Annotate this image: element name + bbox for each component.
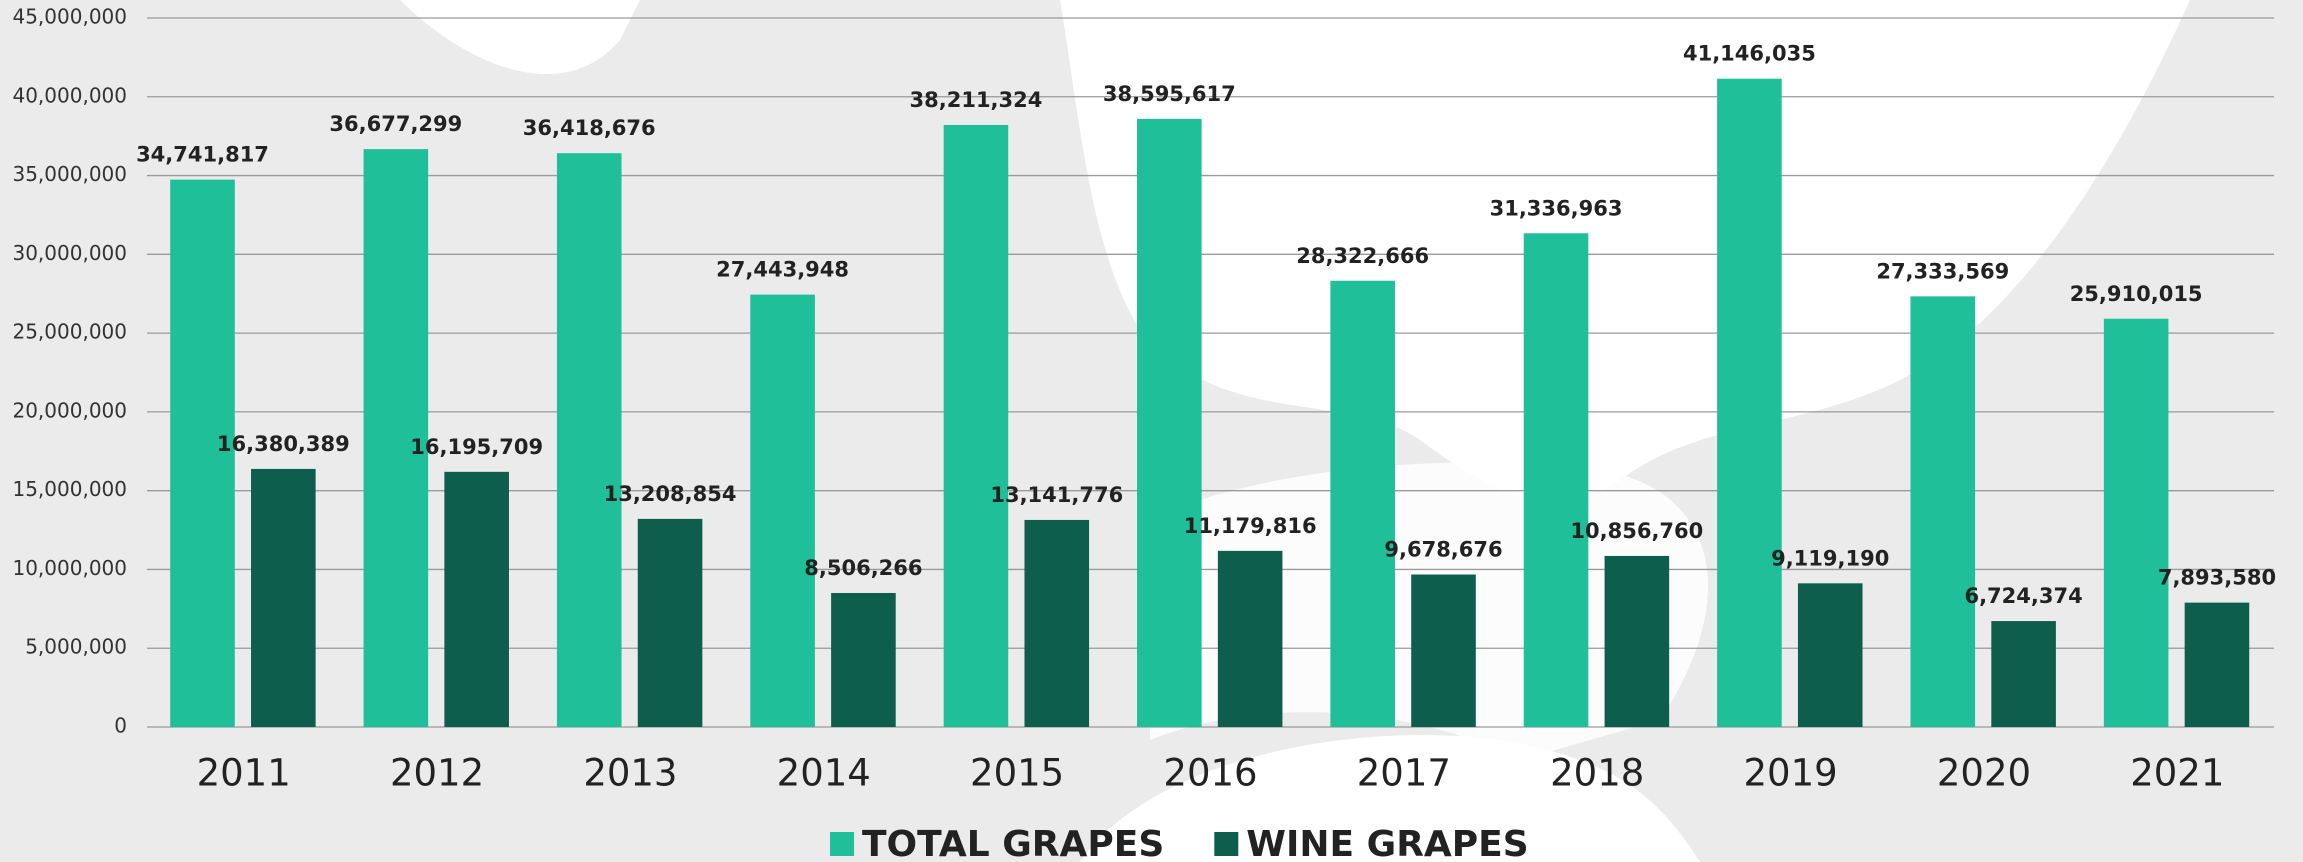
value-label: 41,146,035 bbox=[1683, 42, 1816, 66]
value-label: 7,893,580 bbox=[2158, 566, 2276, 590]
x-tick-label: 2012 bbox=[390, 752, 484, 795]
bar bbox=[2104, 319, 2169, 727]
value-label: 34,741,817 bbox=[136, 143, 269, 167]
y-tick-label: 25,000,000 bbox=[12, 320, 127, 344]
x-tick-label: 2013 bbox=[583, 752, 677, 795]
value-label: 28,322,666 bbox=[1296, 244, 1429, 268]
x-tick-label: 2014 bbox=[777, 752, 871, 795]
legend-label: WINE GRAPES bbox=[1246, 824, 1528, 862]
value-label: 31,336,963 bbox=[1490, 196, 1623, 220]
y-tick-label: 5,000,000 bbox=[25, 635, 127, 659]
bar bbox=[1991, 621, 2056, 727]
y-tick-label: 35,000,000 bbox=[12, 162, 127, 186]
x-tick-label: 2021 bbox=[2130, 752, 2224, 795]
legend-swatch bbox=[1214, 832, 1238, 856]
x-tick-label: 2018 bbox=[1550, 752, 1644, 795]
bar bbox=[1218, 551, 1283, 727]
value-label: 9,678,676 bbox=[1384, 538, 1502, 562]
x-tick-label: 2020 bbox=[1937, 752, 2031, 795]
bar bbox=[638, 519, 703, 727]
x-tick-label: 2011 bbox=[197, 752, 291, 795]
x-tick-label: 2019 bbox=[1744, 752, 1838, 795]
bar bbox=[1717, 79, 1782, 727]
value-label: 36,418,676 bbox=[523, 116, 656, 140]
bar bbox=[1605, 556, 1670, 727]
value-label: 9,119,190 bbox=[1771, 546, 1889, 570]
value-label: 11,179,816 bbox=[1184, 514, 1317, 538]
value-label: 27,443,948 bbox=[716, 258, 849, 282]
value-label: 16,380,389 bbox=[217, 432, 350, 456]
value-label: 13,141,776 bbox=[990, 483, 1123, 507]
x-tick-label: 2017 bbox=[1357, 752, 1451, 795]
value-label: 27,333,569 bbox=[1876, 259, 2009, 283]
y-tick-label: 20,000,000 bbox=[12, 398, 127, 422]
value-label: 38,211,324 bbox=[910, 88, 1043, 112]
bar bbox=[251, 469, 316, 727]
bar bbox=[1024, 520, 1089, 727]
value-label: 16,195,709 bbox=[410, 435, 543, 459]
value-label: 13,208,854 bbox=[604, 482, 737, 506]
y-tick-label: 10,000,000 bbox=[12, 556, 127, 580]
value-label: 25,910,015 bbox=[2070, 282, 2203, 306]
value-label: 10,856,760 bbox=[1570, 519, 1703, 543]
y-tick-label: 15,000,000 bbox=[12, 477, 127, 501]
y-tick-label: 0 bbox=[114, 714, 127, 738]
value-label: 6,724,374 bbox=[1964, 584, 2082, 608]
value-label: 36,677,299 bbox=[329, 112, 462, 136]
value-label: 38,595,617 bbox=[1103, 82, 1236, 106]
bar bbox=[557, 153, 622, 727]
y-tick-label: 30,000,000 bbox=[12, 241, 127, 265]
bar bbox=[750, 295, 815, 727]
bar bbox=[2185, 603, 2250, 727]
bar bbox=[1524, 233, 1589, 727]
bar bbox=[1137, 119, 1202, 727]
bar bbox=[831, 593, 896, 727]
x-tick-label: 2015 bbox=[970, 752, 1064, 795]
chart: 0 5,000,000 10,000,000 15,000,000 20,000,000… bbox=[0, 0, 2303, 862]
bar bbox=[444, 472, 509, 727]
value-label: 8,506,266 bbox=[804, 556, 922, 580]
page: {"chart_data": { "type": "bar", "categor… bbox=[0, 0, 2303, 862]
bar bbox=[944, 125, 1009, 727]
legend-swatch bbox=[830, 832, 854, 856]
bar bbox=[1910, 296, 1975, 727]
legend-label: TOTAL GRAPES bbox=[862, 824, 1164, 862]
bar bbox=[1798, 583, 1863, 727]
bar bbox=[1411, 575, 1476, 727]
y-tick-label: 45,000,000 bbox=[12, 5, 127, 29]
x-tick-label: 2016 bbox=[1163, 752, 1257, 795]
y-tick-label: 40,000,000 bbox=[12, 83, 127, 107]
bar bbox=[1330, 281, 1395, 727]
